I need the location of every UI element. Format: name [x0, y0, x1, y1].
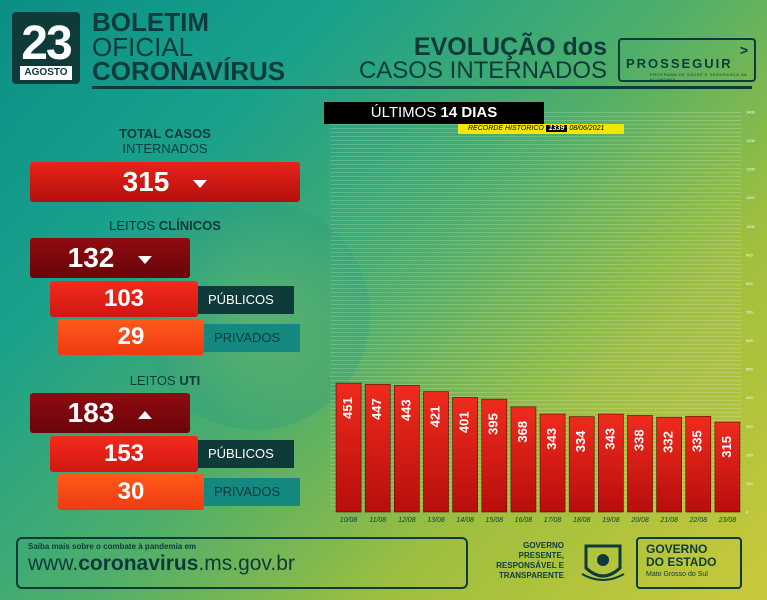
evolution-title: EVOLUÇÃO dos CASOS INTERNADOS	[358, 33, 607, 84]
title-line1: BOLETIM	[92, 7, 209, 37]
uti-label: LEITOS UTI	[90, 373, 240, 388]
clinicos-publicos-tag: PÚBLICOS	[198, 286, 294, 314]
total-label: TOTAL CASOS INTERNADOS	[90, 126, 240, 156]
header-divider	[92, 86, 752, 89]
record-value: 1339	[545, 125, 568, 132]
gov-line3: Mato Grosso do Sul	[646, 571, 708, 578]
y-tick-label: 1100	[746, 195, 755, 200]
y-tick-label: 1400	[746, 110, 756, 115]
brand-subtitle: PROGRAMA DE SAÚDE E SEGURANÇA NA ECONOMI…	[650, 72, 748, 82]
y-tick-label: 400	[746, 395, 753, 400]
slogan-line3: RESPONSÁVEL E	[496, 561, 564, 570]
total-label-sub: INTERNADOS	[122, 141, 208, 156]
footer-url[interactable]: www.coronavirus.ms.gov.br	[28, 552, 295, 576]
slogan-line2: PRESENTE,	[518, 551, 564, 560]
record-banner: RECORDE HISTÓRICO 1339 08/06/2021	[458, 124, 624, 134]
title-line2: OFICIAL	[92, 31, 194, 62]
y-tick-label: 900	[746, 252, 753, 257]
clinicos-label-bold: CLÍNICOS	[158, 218, 221, 233]
uti-value: 183	[67, 397, 115, 428]
slogan-line1: GOVERNO	[523, 541, 564, 550]
clinicos-publicos-value: 103	[103, 285, 145, 312]
x-tick-label: 14/08	[456, 517, 474, 524]
y-tick-label: 1200	[746, 167, 756, 172]
gov-slogan: GOVERNO PRESENTE, RESPONSÁVEL E TRANSPAR…	[478, 541, 564, 581]
uti-value-bar: 183	[30, 393, 190, 433]
evolution-line1: EVOLUÇÃO dos	[413, 33, 607, 61]
clinicos-label-text: LEITOS	[109, 218, 156, 233]
url-prefix: www.	[28, 552, 79, 575]
brand-name: PROSSEGUIR	[626, 56, 733, 71]
footer-info-text: Saiba mais sobre o combate à pandemia em	[28, 542, 197, 551]
date-day: 23	[21, 17, 72, 70]
y-tick-label: 1000	[746, 224, 756, 229]
uti-publicos-bar: 153	[50, 436, 198, 472]
x-tick-label: 18/08	[573, 517, 591, 524]
x-tick-label: 21/08	[659, 517, 678, 524]
chart-title-bold: 14 DIAS	[440, 104, 498, 121]
gov-logo: GOVERNO DO ESTADO Mato Grosso do Sul	[636, 537, 742, 589]
date-month: AGOSTO	[20, 66, 72, 80]
uti-privados-value: 30	[117, 478, 145, 505]
clinicos-privados-tag: PRIVADOS	[204, 324, 300, 352]
gov-line1: GOVERNO	[646, 542, 708, 556]
uti-publicos-tag: PÚBLICOS	[198, 440, 294, 468]
record-date: 08/06/2021	[569, 125, 605, 132]
y-tick-label: 100	[746, 481, 753, 486]
clinicos-label: LEITOS CLÍNICOS	[90, 218, 240, 233]
gov-line2: DO ESTADO	[646, 555, 717, 569]
bulletin-title: BOLETIM OFICIAL CORONAVÍRUS	[92, 7, 286, 87]
url-suffix: .ms.gov.br	[198, 552, 295, 575]
y-tick-label: 200	[746, 452, 753, 457]
date-badge: 23 AGOSTO	[12, 12, 80, 84]
uti-publicos-value: 153	[103, 440, 145, 467]
y-tick-label: 700	[746, 310, 753, 315]
x-tick-label: 23/08	[718, 517, 737, 524]
clinicos-value: 132	[67, 242, 115, 273]
x-tick-label: 15/08	[486, 517, 504, 524]
chart-plot-area	[330, 112, 742, 512]
uti-privados-tag: PRIVADOS	[204, 478, 300, 506]
x-tick-label: 13/08	[427, 517, 445, 524]
y-tick-label: 600	[746, 338, 753, 343]
y-tick-label: 0	[746, 510, 749, 515]
clinicos-privados-value: 29	[117, 323, 145, 350]
evolution-line2: CASOS INTERNADOS	[358, 56, 607, 84]
record-label: RECORDE HISTÓRICO	[468, 125, 544, 132]
y-tick-label: 1300	[746, 138, 756, 143]
x-tick-label: 16/08	[515, 517, 533, 524]
uti-label-text: LEITOS	[129, 373, 176, 388]
y-tick-label: 500	[746, 367, 753, 372]
prosseguir-logo: > PROSSEGUIR PROGRAMA DE SAÚDE E SEGURAN…	[618, 38, 756, 82]
clinicos-value-bar: 132	[30, 238, 190, 278]
x-tick-label: 20/08	[630, 517, 649, 524]
x-tick-label: 10/08	[340, 517, 358, 524]
clinicos-publicos-bar: 103	[50, 281, 198, 317]
y-tick-label: 300	[746, 424, 753, 429]
arrow-up-icon	[138, 410, 153, 419]
x-tick-label: 17/08	[544, 517, 562, 524]
url-bold: coronavirus	[78, 552, 199, 575]
total-value: 315	[122, 166, 170, 197]
x-tick-label: 11/08	[369, 517, 386, 524]
title-line3: CORONAVÍRUS	[92, 56, 286, 87]
clinicos-privados-bar: 29	[58, 319, 204, 355]
total-value-bar: 315	[30, 162, 300, 202]
uti-label-bold: UTI	[179, 373, 201, 388]
y-tick-label: 800	[746, 281, 753, 286]
state-emblem-icon	[581, 544, 625, 581]
uti-privados-bar: 30	[58, 474, 204, 510]
slogan-line4: TRANSPARENTE	[498, 571, 564, 580]
chevron-right-icon: >	[739, 42, 748, 58]
arrow-down-icon	[193, 179, 208, 188]
footer-info-box	[16, 537, 468, 589]
x-tick-label: 19/08	[602, 517, 620, 524]
chart-title-prefix: ÚLTIMOS	[370, 104, 437, 121]
x-tick-label: 12/08	[398, 517, 416, 524]
chart-title: ÚLTIMOS 14 DIAS	[324, 102, 544, 124]
arrow-down-icon	[138, 255, 153, 264]
total-label-bold: TOTAL CASOS	[119, 126, 211, 141]
x-tick-label: 22/08	[689, 517, 708, 524]
